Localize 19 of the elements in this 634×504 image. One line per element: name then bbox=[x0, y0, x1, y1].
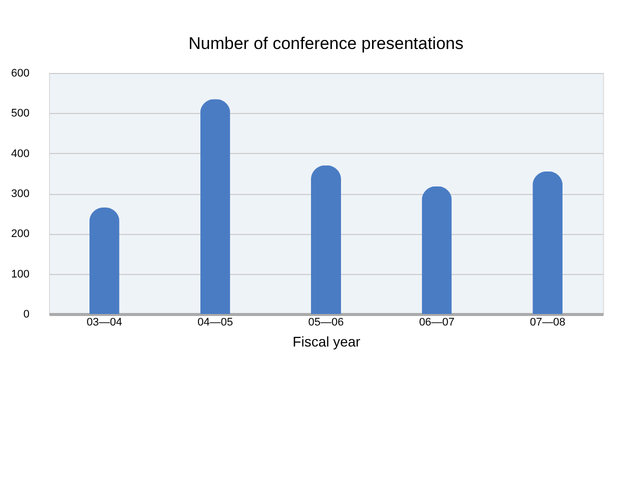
bar bbox=[311, 165, 341, 314]
x-tick-label: 06—07 bbox=[419, 316, 455, 328]
y-tick-label: 400 bbox=[11, 148, 30, 160]
bar bbox=[422, 186, 452, 314]
y-tick-label: 200 bbox=[11, 228, 30, 240]
chart-title: Number of conference presentations bbox=[188, 34, 464, 53]
y-tick-label: 0 bbox=[23, 308, 30, 320]
x-tick-label: 04—05 bbox=[197, 316, 233, 328]
y-tick-label: 300 bbox=[11, 188, 30, 200]
x-tick-label: 07—08 bbox=[530, 316, 566, 328]
y-tick-label: 500 bbox=[11, 108, 30, 120]
x-tick-label: 05—06 bbox=[308, 316, 344, 328]
bar bbox=[200, 99, 230, 314]
y-tick-label: 100 bbox=[11, 268, 30, 280]
bar bbox=[532, 171, 563, 314]
x-axis-title: Fiscal year bbox=[292, 334, 361, 350]
bar bbox=[89, 208, 120, 314]
x-tick-label: 03—04 bbox=[86, 316, 122, 328]
y-tick-label: 600 bbox=[11, 68, 30, 80]
